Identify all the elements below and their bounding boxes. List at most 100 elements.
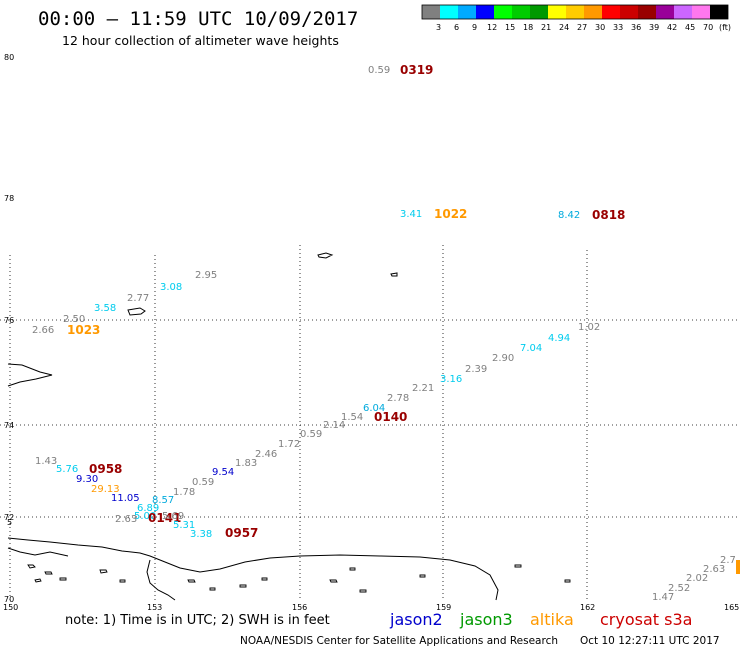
island-outline <box>419 574 426 578</box>
coastline <box>7 252 499 601</box>
coastline-path <box>7 537 499 601</box>
island-outline <box>34 578 42 583</box>
legend-swatch <box>494 5 512 19</box>
wave-height-label: 1.72 <box>278 439 300 450</box>
island-outline <box>44 571 53 575</box>
island-outline <box>317 252 334 259</box>
legend-label: (ft) <box>719 23 731 32</box>
island-outline <box>59 577 67 581</box>
legend-swatch <box>584 5 602 19</box>
wave-height-label: 1.02 <box>578 322 600 333</box>
observation-time-label: 0958 <box>89 462 122 476</box>
island-outline <box>564 579 571 583</box>
wave-height-label: 29.13 <box>91 484 120 495</box>
legend-label: 39 <box>649 23 659 32</box>
legend-swatch <box>458 5 476 19</box>
wave-height-label: 1.83 <box>235 458 257 469</box>
wave-height-label: 9.54 <box>212 467 234 478</box>
wave-height-label: 7.04 <box>520 343 542 354</box>
satellite-label-cryosat-s3a: cryosat s3a <box>600 610 692 629</box>
wave-height-label: 0.59 <box>192 477 214 488</box>
wave-height-label: 8.57 <box>152 495 174 506</box>
legend-swatch <box>440 5 458 19</box>
wave-height-label: 6.89 <box>137 503 159 514</box>
legend-label: 33 <box>613 23 623 32</box>
legend-swatch <box>710 5 728 19</box>
wave-height-label: 3.41 <box>400 209 422 220</box>
observation-time-label: 0140 <box>374 410 407 424</box>
wave-height-label: 2.02 <box>686 573 708 584</box>
island-outline <box>349 567 356 571</box>
longitude-label: 150 <box>3 603 18 612</box>
wave-height-label: 1.43 <box>35 456 57 467</box>
longitude-label: 159 <box>436 603 451 612</box>
legend-label: 36 <box>631 23 641 32</box>
wave-height-label: 11.05 <box>111 493 140 504</box>
legend-label: 18 <box>523 23 533 32</box>
legend-swatch <box>638 5 656 19</box>
graticule <box>0 245 740 600</box>
legend-label: 70 <box>703 23 713 32</box>
wave-height-legend: 3 6 9 12 15 18 21 24 27 30 33 36 39 42 4… <box>421 4 731 32</box>
legend-swatch <box>620 5 638 19</box>
wave-height-label: 2.7 <box>720 555 736 566</box>
legend-label: 24 <box>559 23 569 32</box>
legend-label: 3 <box>436 23 441 32</box>
observation-time-label: 0957 <box>225 526 258 540</box>
wave-height-label: 5.00 <box>134 511 156 522</box>
satellite-label-jason3: jason3 <box>459 610 513 629</box>
island-outline <box>209 587 216 591</box>
footer-agency: NOAA/NESDIS Center for Satellite Applica… <box>240 635 558 647</box>
island-outline <box>390 272 398 277</box>
island-outline <box>514 564 522 568</box>
coastline-path <box>7 363 53 387</box>
wave-height-label: 2.63 <box>703 564 725 575</box>
island-outline <box>99 569 108 574</box>
wave-height-label: 0.59 <box>368 65 390 76</box>
coastline-path <box>7 547 69 557</box>
island-outline <box>239 584 247 588</box>
latitude-label: 80 <box>4 53 14 62</box>
legend-swatch <box>512 5 530 19</box>
wave-height-label: 3.16 <box>440 374 462 385</box>
map-title: 00:00 – 11:59 UTC 10/09/2017 <box>38 8 358 30</box>
observation-time-label: 0319 <box>400 63 433 77</box>
wave-height-label: 1.78 <box>173 487 195 498</box>
island-outline <box>119 579 126 583</box>
island-outline <box>187 579 196 583</box>
legend-swatch <box>422 5 440 19</box>
latitude-label: 76 <box>4 316 14 325</box>
wave-height-label: 2.14 <box>323 420 345 431</box>
legend-swatch <box>476 5 494 19</box>
wave-height-label: 8.42 <box>558 210 580 221</box>
wave-height-label: 2.39 <box>465 364 487 375</box>
longitude-label: 156 <box>292 603 307 612</box>
wave-height-label: 2.46 <box>255 449 277 460</box>
edge-marker: 5 <box>7 518 12 527</box>
satellite-label-jason2: jason2 <box>389 610 443 629</box>
island-outline <box>329 579 338 583</box>
observation-labels: 0.59 0319 3.41 1022 8.42 0818 2.95 3.08 … <box>32 63 740 603</box>
island-outline <box>359 589 367 593</box>
latitude-label: 78 <box>4 194 14 203</box>
legend-label: 45 <box>685 23 695 32</box>
map-subtitle: 12 hour collection of altimeter wave hei… <box>62 33 339 48</box>
footer-timestamp: Oct 10 12:27:11 UTC 2017 <box>580 635 720 647</box>
wave-height-label: 2.21 <box>412 383 434 394</box>
legend-swatch <box>548 5 566 19</box>
observation-time-label: 1023 <box>67 323 100 337</box>
wave-height-label: 1.47 <box>652 592 674 603</box>
wave-height-label: 2.52 <box>668 583 690 594</box>
wave-height-label: 4.94 <box>548 333 570 344</box>
wave-height-label: 3.58 <box>94 303 116 314</box>
island-outline <box>261 577 268 581</box>
legend-label: 12 <box>487 23 497 32</box>
wave-height-label: 2.78 <box>387 393 409 404</box>
latitude-label: 74 <box>4 421 14 430</box>
longitude-label: 162 <box>580 603 595 612</box>
legend-swatch <box>566 5 584 19</box>
wave-height-label: 2.50 <box>63 314 85 325</box>
longitude-label: 153 <box>147 603 162 612</box>
observation-time-label: 0141 <box>148 511 181 525</box>
